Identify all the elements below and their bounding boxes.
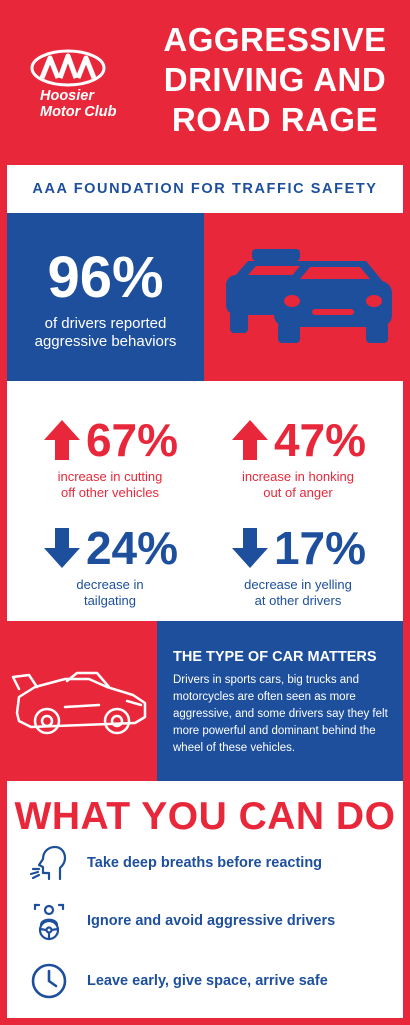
action-text: Ignore and avoid aggressive drivers [87, 913, 336, 929]
stat-value: 67% [85, 414, 179, 466]
police-car-illustration [204, 213, 403, 381]
sports-car-illustration [7, 621, 157, 781]
stat-caption-line-1: decrease in [76, 577, 144, 592]
stat-item: 24% decrease in tailgating [15, 519, 205, 609]
title-line-3: ROAD RAGE [171, 101, 379, 138]
stat-value: 24% [85, 522, 179, 574]
stat-caption-line-1: increase in cutting [57, 469, 163, 484]
stat-caption: increase in honking out of anger [203, 469, 393, 501]
aaa-oval-icon [30, 49, 106, 87]
stat-caption-line-2: tailgating [83, 593, 137, 608]
stat-caption-line-2: off other vehicles [60, 485, 160, 500]
title-line-1: AGGRESSIVE [163, 21, 387, 58]
stat-caption: decrease in tailgating [15, 577, 205, 609]
action-text: Leave early, give space, arrive safe [87, 973, 328, 989]
headline-stat-value: 96% [47, 245, 164, 310]
page-title: AGGRESSIVE DRIVING AND ROAD RAGE [150, 20, 400, 140]
source-banner: AAA FOUNDATION FOR TRAFFIC SAFETY [7, 165, 403, 213]
arrow-down-icon [231, 528, 268, 568]
arrow-up-icon [43, 420, 80, 460]
stat-item: 67% increase in cutting off other vehicl… [15, 411, 205, 501]
stat-caption-line-1: increase in honking [241, 469, 355, 484]
what-you-can-do-panel: WHAT YOU CAN DO Take deep breaths before… [7, 781, 403, 1018]
stat-caption: increase in cutting off other vehicles [15, 469, 205, 501]
arrow-up-icon [231, 420, 268, 460]
aaa-hoosier-logo: Hoosier Motor Club [20, 48, 150, 128]
action-item: Take deep breaths before reacting [29, 843, 322, 883]
car-type-heading: THE TYPE OF CAR MATTERS [173, 649, 377, 665]
stat-value: 47% [273, 414, 367, 466]
car-type-panel: THE TYPE OF CAR MATTERS Drivers in sport… [157, 621, 403, 781]
what-you-can-do-heading: WHAT YOU CAN DO [14, 795, 396, 838]
stats-panel: 67% increase in cutting off other vehicl… [7, 381, 403, 621]
police-chase-icon [226, 249, 392, 343]
breathing-head-icon [29, 845, 67, 881]
car-type-body: Drivers in sports cars, big trucks and m… [173, 674, 388, 754]
driver-steering-wheel-icon [33, 903, 65, 941]
sports-car-icon [11, 671, 147, 735]
clock-icon [31, 963, 67, 999]
logo-line-1: Hoosier [40, 88, 94, 104]
action-item: Ignore and avoid aggressive drivers [29, 901, 335, 941]
stat-caption-line-1: decrease in yelling [244, 577, 352, 592]
stat-item: 17% decrease in yelling at other drivers [203, 519, 393, 609]
stat-caption-line-2: out of anger [263, 485, 333, 500]
header: Hoosier Motor Club AGGRESSIVE DRIVING AN… [0, 0, 410, 165]
stat-item: 47% increase in honking out of anger [203, 411, 393, 501]
stat-caption-line-2: at other drivers [254, 593, 342, 608]
stat-value: 17% [273, 522, 367, 574]
action-text: Take deep breaths before reacting [87, 855, 323, 871]
title-line-2: DRIVING AND [163, 61, 387, 98]
logo-line-2: Motor Club [40, 104, 117, 120]
headline-stat: 96% of drivers reported aggressive behav… [7, 213, 204, 381]
headline-caption-line-1: of drivers reported [44, 315, 167, 332]
stat-caption: decrease in yelling at other drivers [203, 577, 393, 609]
action-item: Leave early, give space, arrive safe [29, 961, 328, 1001]
headline-stat-caption: of drivers reported aggressive behaviors [7, 315, 204, 351]
source-text: AAA FOUNDATION FOR TRAFFIC SAFETY [32, 181, 378, 197]
arrow-down-icon [43, 528, 80, 568]
headline-caption-line-2: aggressive behaviors [34, 333, 177, 350]
